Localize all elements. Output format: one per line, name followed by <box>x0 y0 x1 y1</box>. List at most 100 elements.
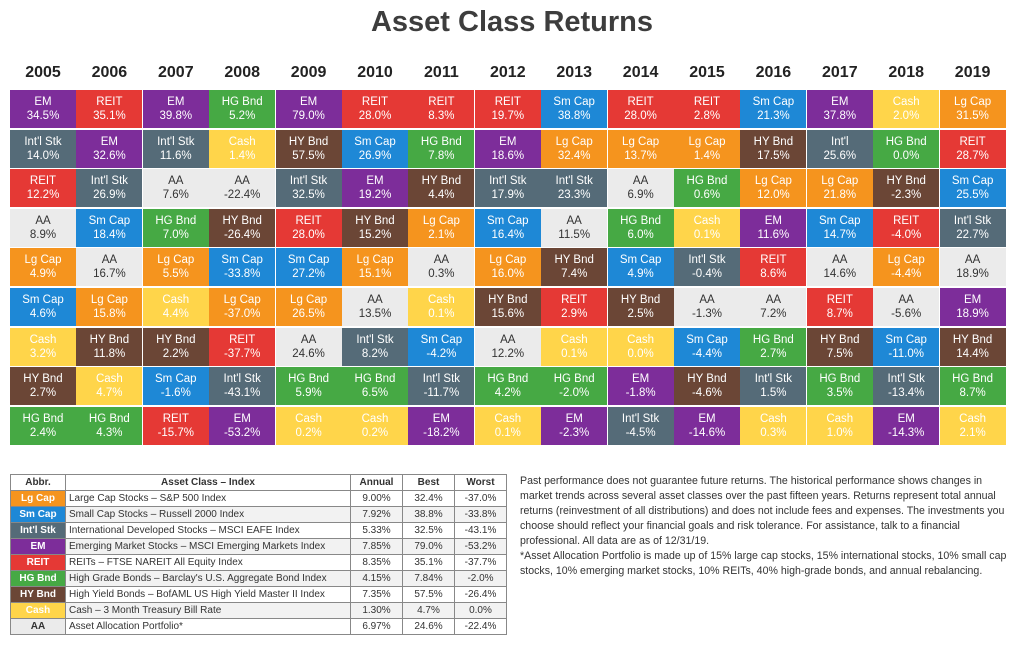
cell-return-value: 0.6% <box>693 189 721 202</box>
return-cell: HY Bnd 2.5% <box>607 288 674 326</box>
legend-worst: -33.8% <box>454 506 507 523</box>
return-cell: AA 6.9% <box>607 169 674 208</box>
year-label: 2014 <box>622 64 659 81</box>
cell-return-value: 11.8% <box>93 347 126 360</box>
cell-asset-label: HY Bnd <box>753 135 794 148</box>
return-cell: Int'l Stk 8.2% <box>342 327 408 366</box>
cell-asset-label: Cash <box>826 412 854 425</box>
cell-asset-label: HY Bnd <box>952 333 993 346</box>
cell-return-value: 11.6% <box>159 149 192 162</box>
legend-abbr-swatch: Cash <box>10 602 66 619</box>
year-label: 2011 <box>424 64 459 81</box>
cell-return-value: 12.2% <box>491 347 525 360</box>
cell-asset-label: EM <box>499 135 517 148</box>
cell-return-value: -11.0% <box>888 347 924 360</box>
cell-return-value: 24.6% <box>292 347 325 360</box>
return-cell: HY Bnd -2.3% <box>873 169 940 208</box>
legend-annual: 7.35% <box>350 586 403 603</box>
cell-return-value: 13.5% <box>358 308 392 320</box>
cell-return-value: 4.9% <box>627 268 654 281</box>
legend-best: 24.6% <box>402 618 455 635</box>
cell-asset-label: Int'l Stk <box>90 175 129 188</box>
return-cell: Lg Cap 21.8% <box>806 169 873 208</box>
cell-asset-label: REIT <box>693 96 721 108</box>
cell-return-value: 37.8% <box>823 110 857 122</box>
cell-asset-label: Cash <box>228 135 256 148</box>
return-cell: AA -22.4% <box>209 169 276 208</box>
cell-asset-label: Sm Cap <box>354 135 396 148</box>
cell-asset-label: AA <box>300 333 317 346</box>
return-cell: Int'l Stk 17.9% <box>474 169 541 208</box>
return-cell: Cash 0.1% <box>408 288 475 326</box>
cell-return-value: 2.1% <box>959 426 986 439</box>
cell-return-value: 4.9% <box>29 268 57 281</box>
year-label: 2016 <box>755 64 792 81</box>
cell-asset-label: HG Bnd <box>885 135 927 148</box>
return-cell: Sm Cap 18.4% <box>76 208 143 247</box>
cell-return-value: -33.8% <box>223 268 261 281</box>
cell-return-value: -4.4% <box>891 268 922 281</box>
legend-annual: 1.30% <box>350 602 403 619</box>
cell-asset-label: Sm Cap <box>287 254 330 267</box>
cell-return-value: 8.3% <box>428 110 455 122</box>
cell-asset-label: AA <box>433 254 450 267</box>
return-cell: Lg Cap 15.1% <box>342 248 408 287</box>
disclaimer-paragraph: Past performance does not guarantee futu… <box>520 475 1005 547</box>
cell-return-value: 25.6% <box>823 149 857 162</box>
cell-return-value: 0.1% <box>561 347 588 360</box>
legend-row: EM Emerging Market Stocks – MSCI Emerging… <box>10 538 507 555</box>
cell-asset-label: Lg Cap <box>688 135 726 148</box>
cell-asset-label: EM <box>565 412 583 425</box>
cell-return-value: 2.5% <box>627 308 654 320</box>
return-cell: EM 37.8% <box>806 90 873 128</box>
cell-return-value: 15.8% <box>93 308 126 320</box>
cell-return-value: 5.2% <box>229 110 256 122</box>
cell-asset-label: Sm Cap <box>752 96 795 108</box>
cell-asset-label: HY Bnd <box>886 175 926 188</box>
return-cell: AA -1.3% <box>674 288 740 326</box>
year-label: 2005 <box>25 64 61 81</box>
cell-asset-label: EM <box>432 412 451 425</box>
cell-asset-label: EM <box>366 175 384 188</box>
return-cell: Sm Cap 14.7% <box>806 208 873 247</box>
cell-asset-label: Int'l Stk <box>289 175 328 188</box>
cell-return-value: 2.8% <box>693 110 721 122</box>
cell-return-value: -14.3% <box>887 426 925 439</box>
year-label: 2010 <box>357 64 393 81</box>
cell-asset-label: AA <box>168 175 184 188</box>
return-cell: EM 32.6% <box>76 129 143 168</box>
legend-worst: -37.0% <box>454 490 507 507</box>
legend-worst: 0.0% <box>454 602 507 619</box>
return-cell: Int'l Stk -13.4% <box>873 367 940 406</box>
cell-asset-label: EM <box>698 412 716 425</box>
cell-asset-label: Int'l Stk <box>223 373 261 386</box>
return-cell: HG Bnd 5.2% <box>209 90 276 128</box>
cell-return-value: -26.4% <box>223 228 261 241</box>
cell-return-value: 38.8% <box>557 110 591 122</box>
return-cell: Cash 4.7% <box>76 367 143 406</box>
return-cell: REIT 28.0% <box>342 90 408 128</box>
cell-asset-label: AA <box>632 175 649 188</box>
year-label: 2019 <box>954 64 991 81</box>
cell-return-value: 19.7% <box>491 110 525 122</box>
legend-header-row: Abbr. Asset Class – Index Annual Best Wo… <box>10 474 507 491</box>
cell-return-value: 18.9% <box>956 268 989 281</box>
cell-asset-label: HY Bnd <box>820 333 860 346</box>
return-cell: AA 7.6% <box>142 169 209 208</box>
return-cell: Cash 0.2% <box>275 406 342 445</box>
cell-asset-label: HY Bnd <box>156 333 196 346</box>
cell-return-value: -4.5% <box>625 426 656 439</box>
return-cell: Lg Cap 16.0% <box>474 248 541 287</box>
return-cell: Lg Cap -4.4% <box>873 248 940 287</box>
return-cell: Int'l Stk 23.3% <box>541 169 608 208</box>
cell-asset-label: HG Bnd <box>686 175 728 188</box>
cell-return-value: 21.8% <box>823 189 857 202</box>
cell-asset-label: HG Bnd <box>88 412 130 425</box>
cell-return-value: 27.2% <box>292 268 325 281</box>
cell-return-value: 2.0% <box>893 110 920 122</box>
legend-abbr-swatch: HY Bnd <box>10 586 66 603</box>
year-label: 2018 <box>888 64 924 81</box>
cell-asset-label: HY Bnd <box>421 175 462 188</box>
cell-return-value: 32.6% <box>93 149 126 162</box>
cell-return-value: 3.2% <box>29 347 57 360</box>
